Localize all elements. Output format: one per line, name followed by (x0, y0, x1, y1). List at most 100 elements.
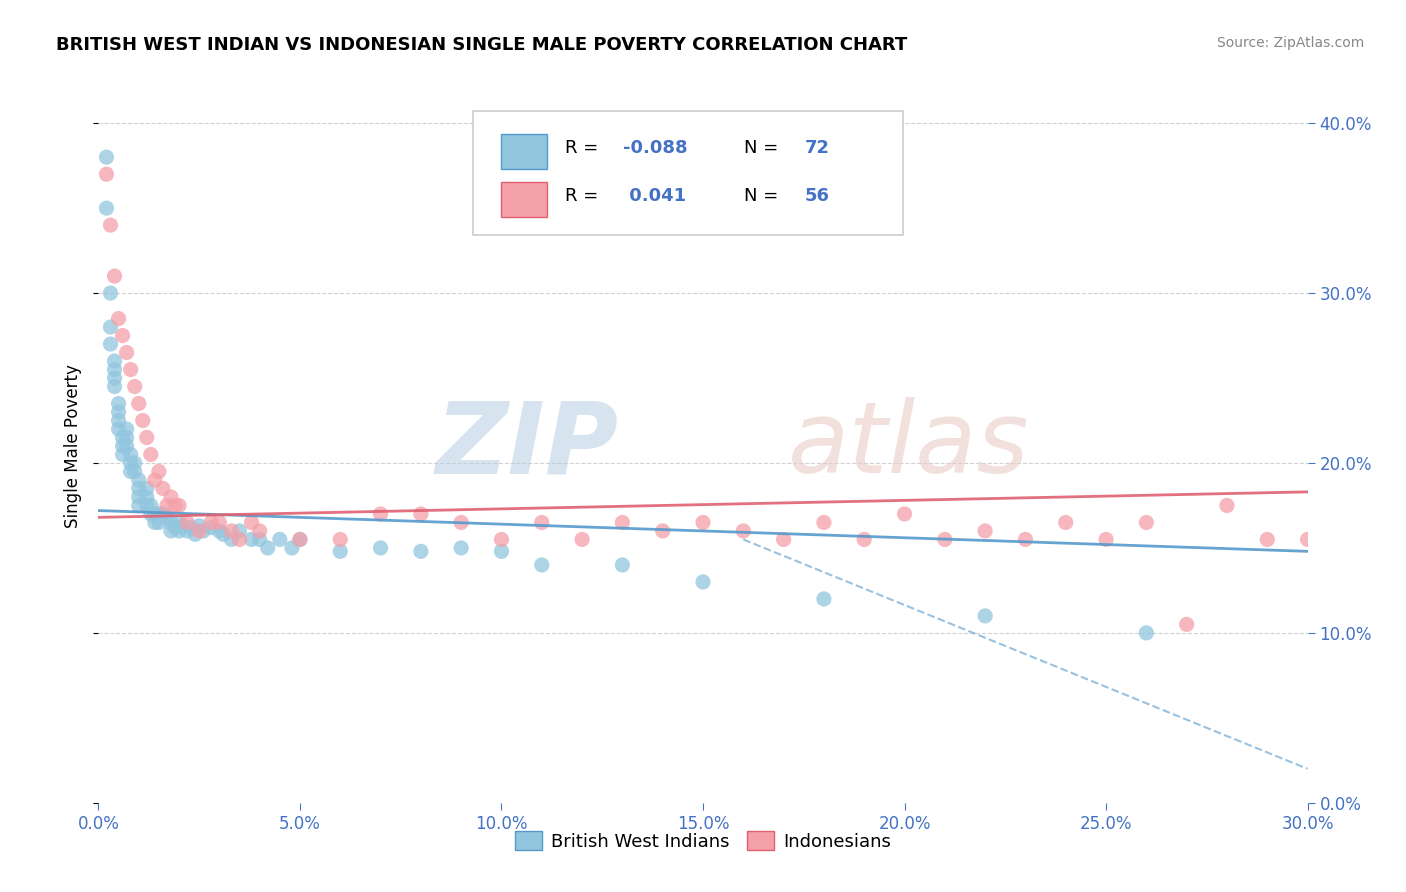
Point (107, 405, 129, 419)
Point (409, 507, 432, 521)
Point (228, 524, 250, 538)
Text: N =: N = (744, 139, 785, 157)
Point (132, 413, 155, 427)
Point (571, 533, 593, 547)
Point (188, 519, 211, 533)
Point (143, 507, 166, 521)
Point (167, 524, 190, 538)
Point (240, 533, 263, 547)
Point (139, 507, 162, 521)
Point (450, 541, 472, 555)
Point (103, 269, 125, 284)
Point (370, 507, 392, 521)
Point (120, 465, 142, 479)
Point (103, 362, 125, 376)
Point (813, 591, 835, 606)
Point (100, 286, 122, 301)
Point (115, 345, 138, 359)
Point (111, 448, 134, 462)
Point (135, 430, 157, 444)
Point (1054, 516, 1077, 530)
Point (934, 533, 956, 547)
Point (172, 519, 194, 533)
Point (107, 311, 129, 326)
Point (107, 422, 129, 436)
Point (139, 448, 162, 462)
Point (281, 541, 304, 555)
Point (1175, 617, 1198, 632)
Point (128, 499, 150, 513)
Point (1014, 533, 1036, 547)
Point (288, 533, 311, 547)
Point (288, 533, 311, 547)
Point (974, 524, 997, 538)
Point (180, 520, 202, 534)
Point (100, 320, 122, 334)
Point (329, 533, 352, 547)
Point (269, 533, 291, 547)
Text: ZIP: ZIP (436, 398, 619, 494)
Point (651, 524, 673, 538)
Point (103, 354, 125, 368)
Point (120, 448, 142, 462)
Point (148, 465, 170, 479)
Text: Source: ZipAtlas.com: Source: ZipAtlas.com (1216, 36, 1364, 50)
Point (135, 490, 157, 504)
Point (160, 490, 183, 504)
Point (143, 516, 166, 530)
Point (208, 516, 231, 530)
Point (772, 533, 794, 547)
Point (1256, 533, 1278, 547)
Point (115, 422, 138, 436)
Point (111, 430, 134, 444)
Point (128, 482, 150, 496)
Point (612, 516, 634, 530)
Point (100, 218, 122, 232)
Point (228, 533, 250, 547)
Point (1296, 533, 1319, 547)
Point (96, 150, 118, 164)
Point (115, 430, 138, 444)
Point (124, 379, 146, 393)
Point (249, 533, 271, 547)
Point (111, 439, 134, 453)
Point (692, 574, 714, 589)
Point (135, 499, 157, 513)
Point (491, 533, 513, 547)
Point (491, 544, 513, 558)
Point (120, 456, 142, 470)
Point (974, 608, 997, 623)
Point (221, 524, 243, 538)
Point (208, 524, 231, 538)
FancyBboxPatch shape (474, 111, 903, 235)
Point (148, 507, 170, 521)
Point (370, 541, 392, 555)
Point (163, 520, 186, 534)
Point (200, 520, 222, 534)
Text: N =: N = (744, 187, 785, 205)
Point (107, 413, 129, 427)
Point (1135, 626, 1157, 640)
Point (152, 482, 174, 496)
Point (221, 533, 243, 547)
Point (530, 516, 553, 530)
Point (107, 396, 129, 410)
FancyBboxPatch shape (501, 182, 547, 217)
Point (1095, 533, 1118, 547)
Point (124, 456, 146, 470)
Point (160, 524, 183, 538)
Point (450, 516, 472, 530)
Point (530, 558, 553, 572)
Text: -0.088: -0.088 (623, 139, 688, 157)
Point (249, 524, 271, 538)
Point (120, 362, 142, 376)
Point (124, 465, 146, 479)
Y-axis label: Single Male Poverty: Single Male Poverty (65, 364, 83, 528)
Point (176, 516, 198, 530)
Point (409, 544, 432, 558)
Point (1216, 499, 1239, 513)
Point (139, 499, 162, 513)
Point (193, 524, 215, 538)
Point (115, 439, 138, 453)
Text: 56: 56 (804, 187, 830, 205)
